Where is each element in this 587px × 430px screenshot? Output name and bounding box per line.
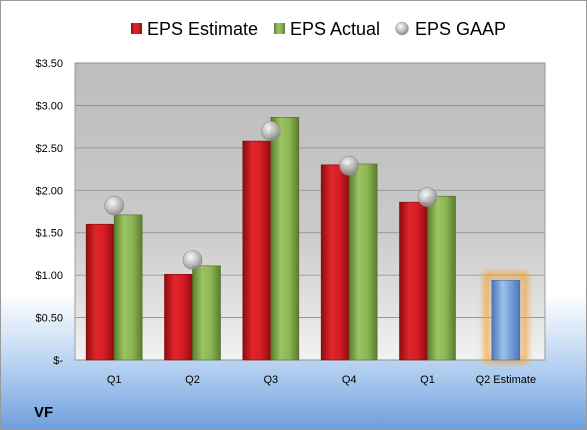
y-tick-label: $2.50 (35, 143, 63, 155)
y-tick-label: $0.50 (35, 313, 63, 325)
legend-label-actual: EPS Actual (290, 19, 380, 39)
marker-eps-gaap (339, 155, 359, 176)
plot-area (74, 62, 546, 361)
y-tick-label: $1.00 (35, 270, 63, 282)
legend-label-estimate: EPS Estimate (147, 19, 258, 39)
marker-eps-gaap (417, 187, 438, 207)
y-tick-label: $- (53, 355, 63, 367)
marker-eps-gaap (182, 250, 203, 270)
bar-eps-estimate (320, 164, 350, 361)
bar-eps-actual (270, 117, 300, 361)
bar-eps-actual (192, 265, 221, 361)
legend-label-gaap: EPS GAAP (415, 19, 506, 39)
x-tick-label: Q2 (185, 374, 200, 386)
bar-eps-estimate (399, 201, 428, 361)
x-axis-ticks: Q1 Q2 Q3 Q4 Q1 Q2 Estimate (107, 374, 536, 386)
bar-eps-actual (427, 195, 456, 361)
bars (85, 117, 529, 364)
bar-eps-estimate (85, 223, 115, 361)
y-tick-label: $1.50 (35, 228, 63, 240)
bar-eps-estimate (164, 273, 193, 361)
bar-eps-actual (348, 163, 378, 361)
bar-eps-estimate (242, 140, 272, 361)
legend-swatch-actual (274, 23, 285, 34)
marker-eps-gaap (104, 195, 124, 216)
marker-eps-gaap (261, 121, 281, 141)
y-tick-label: $3.00 (35, 100, 63, 112)
x-tick-label: Q4 (342, 374, 357, 386)
legend-swatch-estimate (131, 23, 142, 34)
bar-eps-estimate-future (491, 279, 521, 361)
y-tick-label: $2.00 (35, 185, 63, 197)
y-tick-label: $3.50 (35, 58, 63, 70)
company-label: VF (34, 404, 53, 421)
y-axis-ticks: $- $0.50 $1.00 $1.50 $2.00 $2.50 $3.00 $3.50 (35, 58, 63, 367)
x-tick-label: Q2 Estimate (476, 374, 537, 386)
gridlines (75, 62, 545, 361)
legend: EPS Estimate EPS Actual EPS GAAP (131, 19, 506, 39)
legend-swatch-gaap (395, 21, 409, 36)
x-tick-label: Q1 (420, 374, 435, 386)
x-tick-label: Q3 (263, 374, 278, 386)
bar-eps-actual (113, 214, 143, 361)
x-tick-label: Q1 (107, 374, 122, 386)
